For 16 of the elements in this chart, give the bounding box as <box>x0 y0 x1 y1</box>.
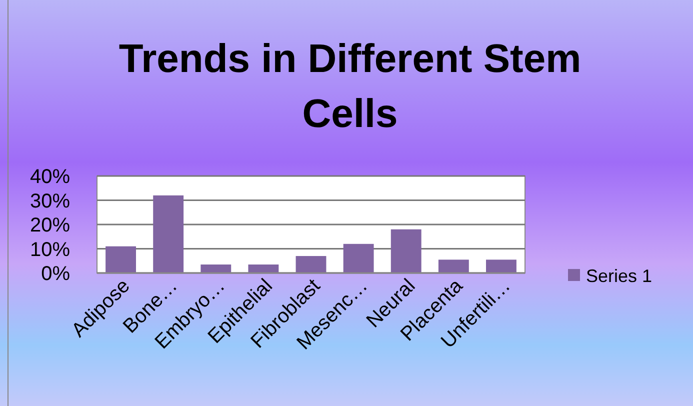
y-tick-label: 10% <box>30 238 70 261</box>
chart-title: Trends in Different Stem Cells <box>118 37 582 136</box>
bar <box>153 195 184 273</box>
bar <box>438 260 469 273</box>
y-tick-label: 30% <box>30 190 70 212</box>
y-tick-label: 40% <box>30 166 70 188</box>
bar <box>106 246 136 273</box>
bar <box>200 264 232 273</box>
y-tick-label: 0% <box>41 263 70 285</box>
legend-label: Series 1 <box>586 266 652 286</box>
bar <box>390 229 422 273</box>
bar <box>343 244 374 273</box>
y-tick-label: 20% <box>30 214 70 236</box>
bar <box>296 256 326 273</box>
bar <box>248 264 279 273</box>
bar <box>486 260 516 273</box>
